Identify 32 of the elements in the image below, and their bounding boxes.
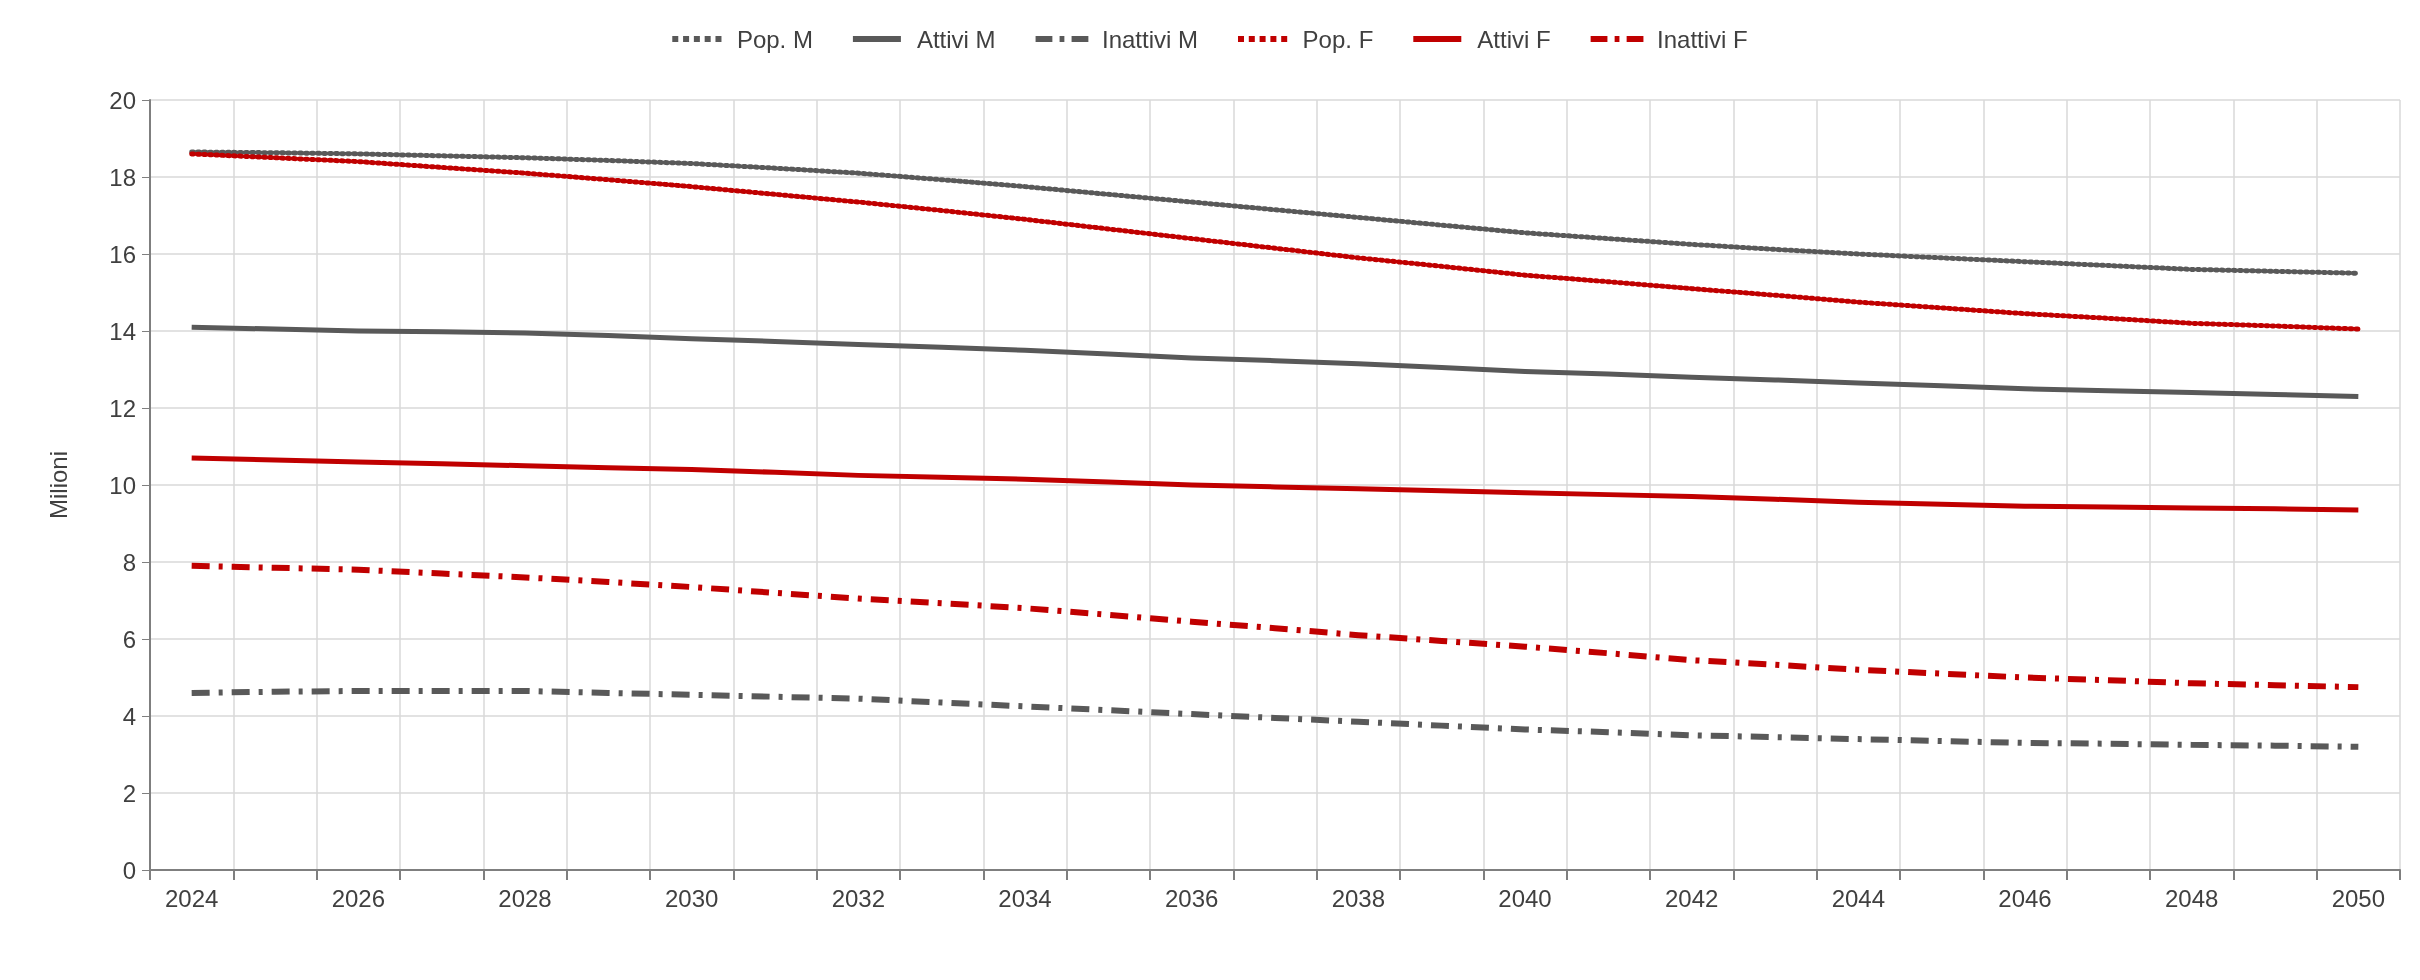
x-tick-label: 2038 (1331, 884, 1386, 912)
y-tick-label: 18 (109, 163, 136, 191)
y-tick-label: 8 (122, 548, 136, 576)
legend-label: Inattivi M (1101, 25, 1199, 53)
y-tick-label: 16 (109, 240, 136, 268)
legend-label: Pop. M (736, 25, 813, 53)
y-tick-label: 10 (109, 471, 136, 499)
x-tick-label: 2042 (1664, 884, 1719, 912)
y-tick-label: 14 (109, 317, 136, 345)
x-tick-label: 2030 (664, 884, 719, 912)
y-tick-label: 6 (122, 625, 136, 653)
x-tick-label: 2046 (1998, 884, 2052, 912)
y-tick-label: 4 (122, 702, 136, 730)
x-tick-label: 2028 (498, 884, 552, 912)
legend-label: Inattivi F (1657, 25, 1748, 53)
y-tick-label: 0 (122, 856, 136, 884)
legend-label: Attivi F (1477, 25, 1551, 53)
legend-label: Pop. F (1302, 25, 1374, 53)
y-axis-title: Milioni (44, 450, 72, 520)
x-tick-label: 2034 (998, 884, 1052, 912)
y-tick-label: 20 (109, 86, 136, 114)
x-tick-label: 2050 (2331, 884, 2386, 912)
x-tick-label: 2040 (1498, 884, 1552, 912)
x-tick-label: 2024 (164, 884, 219, 912)
y-tick-label: 2 (122, 779, 136, 807)
x-tick-label: 2032 (831, 884, 886, 912)
x-tick-label: 2036 (1164, 884, 1219, 912)
legend-label: Attivi M (916, 25, 996, 53)
x-tick-label: 2048 (2164, 884, 2219, 912)
y-tick-label: 12 (109, 394, 136, 422)
x-tick-label: 2026 (331, 884, 386, 912)
x-tick-label: 2044 (1831, 884, 1886, 912)
